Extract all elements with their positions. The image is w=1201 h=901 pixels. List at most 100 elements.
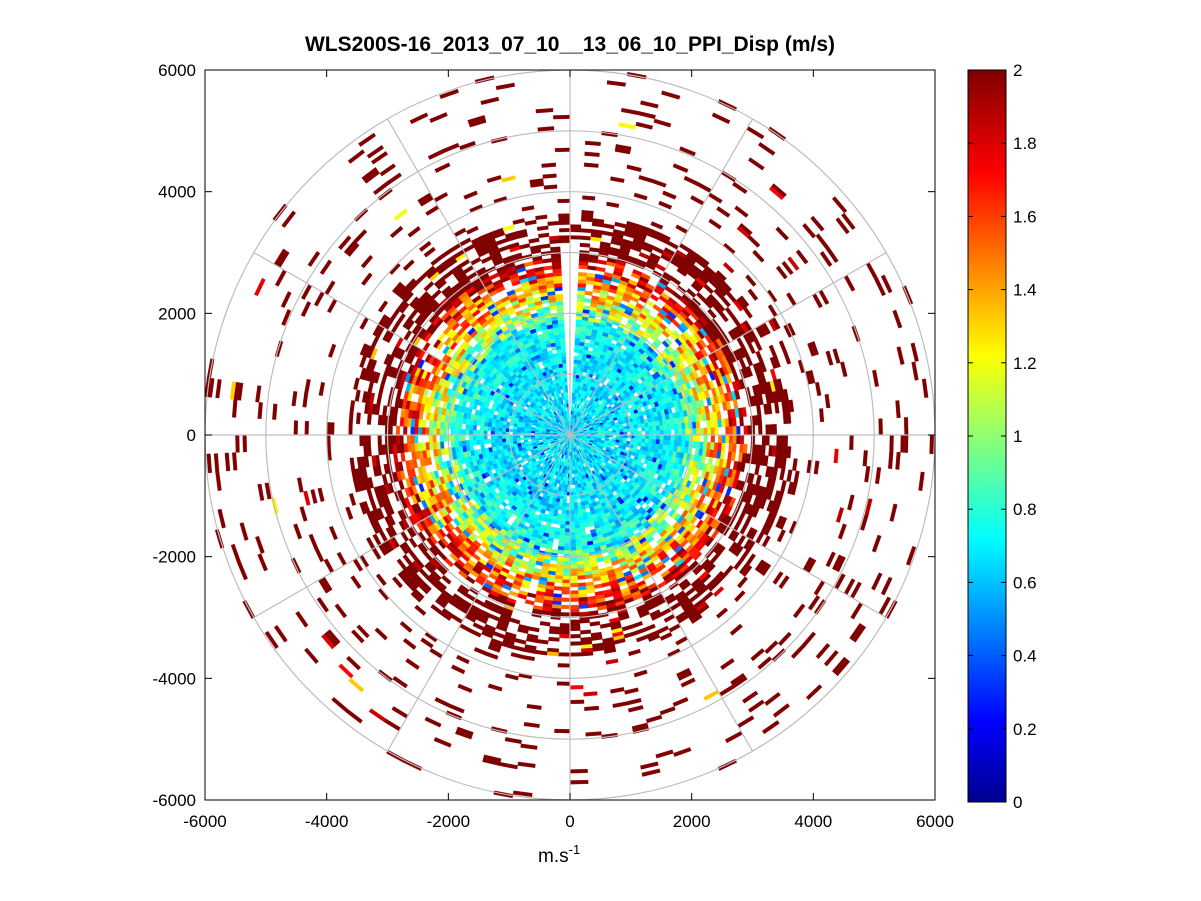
- data-bin: [565, 395, 569, 401]
- data-bin: [562, 498, 567, 504]
- data-bin: [561, 359, 567, 364]
- data-bin: [663, 439, 668, 446]
- data-bin: [458, 423, 463, 430]
- data-bin: [652, 430, 657, 436]
- data-bin: [565, 388, 568, 393]
- data-bin: [583, 298, 592, 303]
- data-bin: [569, 535, 576, 540]
- data-bin: [555, 301, 564, 306]
- data-bin: [469, 439, 474, 446]
- data-bin: [565, 392, 569, 397]
- data-bin: [648, 434, 653, 440]
- data-bin: [560, 517, 566, 522]
- data-bin: [432, 427, 437, 436]
- data-bin: [560, 524, 566, 529]
- data-bin: [558, 326, 565, 332]
- data-bin: [583, 305, 591, 311]
- data-bin: [563, 550, 571, 555]
- data-bin: [663, 434, 668, 441]
- data-bin: [703, 427, 708, 436]
- data-bin: [558, 330, 565, 335]
- data-bin: [555, 293, 563, 299]
- data-bin: [566, 406, 569, 411]
- data-bin: [573, 513, 579, 518]
- data-bin: [556, 560, 564, 566]
- data-bin: [469, 424, 474, 431]
- data-bin: [454, 434, 459, 442]
- data-bin: [417, 426, 422, 436]
- data-bin: [457, 434, 463, 442]
- data-bin: [573, 509, 579, 515]
- data-bin: [571, 403, 574, 408]
- data-bin: [695, 441, 701, 449]
- data-bin: [550, 556, 558, 561]
- data-bin: [558, 542, 565, 547]
- data-bin: [476, 439, 481, 445]
- data-bin: [472, 429, 477, 436]
- data-bin: [652, 425, 657, 431]
- data-bin: [414, 434, 419, 444]
- data-bin: [443, 428, 448, 436]
- data-bin: [494, 438, 499, 444]
- data-bin: [576, 304, 584, 310]
- data-bin: [563, 377, 568, 382]
- data-bin: [577, 571, 585, 577]
- data-bin: [574, 531, 581, 536]
- data-bin: [403, 426, 408, 436]
- data-bin: [655, 425, 661, 431]
- data-bin: [476, 434, 481, 441]
- data-bin: [562, 572, 571, 577]
- data-bin: [569, 590, 579, 595]
- data-bin: [557, 549, 565, 555]
- data-bin: [561, 597, 571, 602]
- data-bin: [569, 542, 577, 548]
- data-bin: [560, 344, 566, 350]
- data-bin: [425, 427, 430, 436]
- data-bin: [491, 442, 496, 448]
- data-bin: [433, 448, 438, 457]
- data-bin: [574, 476, 578, 482]
- data-bin: [564, 539, 571, 544]
- data-bin: [637, 438, 642, 443]
- data-bin: [561, 583, 571, 588]
- data-bin: [567, 410, 570, 415]
- data-bin: [569, 517, 575, 522]
- data-bin: [465, 429, 470, 436]
- data-bin: [739, 434, 745, 445]
- data-bin: [559, 367, 564, 372]
- data-bin: [432, 434, 437, 443]
- data-bin: [569, 564, 578, 569]
- data-bin: [569, 575, 578, 580]
- data-bin: [575, 549, 583, 555]
- data-bin: [569, 557, 577, 562]
- data-bin: [563, 546, 571, 551]
- data-bin: [555, 564, 564, 569]
- data-bin: [659, 425, 664, 431]
- data-bin: [573, 359, 579, 364]
- data-bin: [476, 429, 481, 436]
- data-bin: [667, 434, 672, 441]
- data-bin: [552, 353, 558, 358]
- data-bin: [608, 430, 613, 434]
- data-bin: [439, 441, 445, 449]
- data-bin: [557, 546, 565, 551]
- data-bin: [569, 510, 575, 515]
- data-bin: [557, 319, 565, 324]
- data-bin: [670, 423, 675, 430]
- data-bin: [439, 434, 444, 442]
- data-bin: [684, 422, 690, 430]
- data-bin: [562, 363, 567, 368]
- data-bin: [681, 422, 686, 430]
- data-bin: [562, 388, 566, 394]
- data-bin: [601, 436, 606, 439]
- data-bin: [564, 532, 571, 537]
- data-bin: [574, 348, 580, 353]
- data-bin: [490, 430, 495, 436]
- data-bin: [721, 442, 726, 452]
- data-bin: [692, 434, 697, 442]
- data-bin: [553, 586, 563, 591]
- data-bin: [574, 334, 581, 339]
- data-bin: [480, 443, 485, 450]
- data-bin: [574, 337, 581, 342]
- data-bin: [732, 434, 737, 444]
